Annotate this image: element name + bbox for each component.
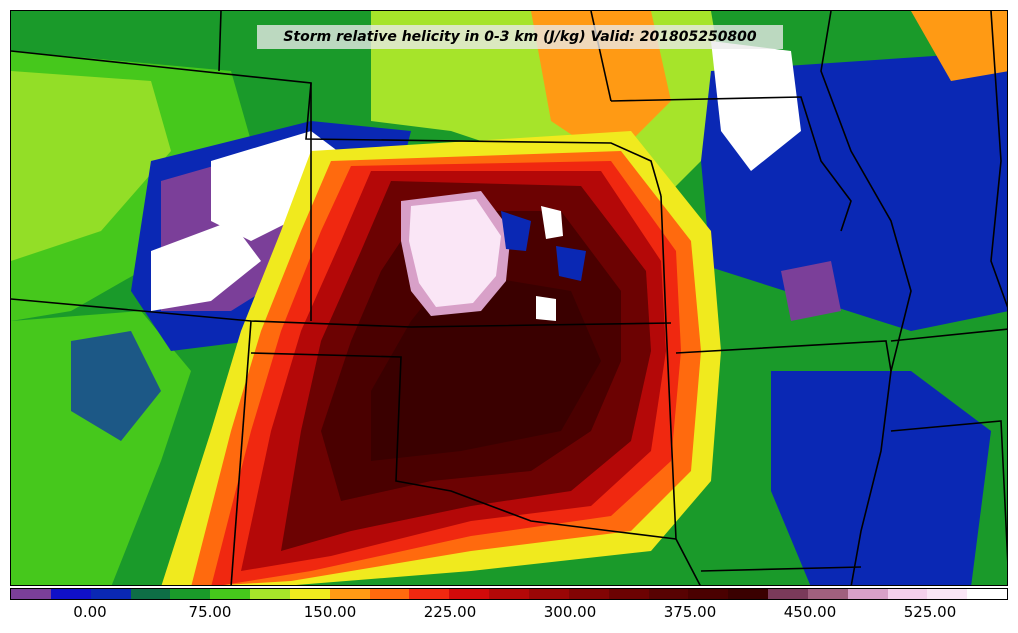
arkansas-louisiana	[700, 566, 862, 572]
colorbar-segment	[250, 589, 290, 599]
colorbar-segment	[489, 589, 529, 599]
white-patch-west-lower	[151, 221, 261, 311]
colorbar-tick-label: 525.00	[903, 603, 957, 621]
ms-al-border	[890, 420, 1007, 563]
colorbar-segment	[887, 589, 928, 599]
small-white-patch-south	[536, 296, 556, 321]
colorbar-segment	[170, 589, 211, 599]
kansas-missouri-border	[660, 195, 701, 585]
mississippi-river	[820, 11, 912, 585]
colorbar-segment	[768, 589, 808, 599]
colorbar-segment	[927, 589, 968, 599]
colorbar	[10, 588, 1008, 600]
west-yellow-green-region	[11, 71, 171, 261]
colorbar-segment	[11, 589, 51, 599]
northeast-white-patch	[711, 41, 801, 171]
colorbar-segment	[967, 589, 1008, 599]
extreme-white-core	[409, 199, 501, 307]
colorbar-tick-label: 75.00	[188, 603, 232, 621]
colorbar-tick-label: 300.00	[543, 603, 597, 621]
missouri-iowa-border	[610, 96, 852, 232]
colorbar-segment	[648, 589, 689, 599]
ar-mo-border	[675, 340, 892, 372]
map-panel: Storm relative helicity in 0-3 km (J/kg)…	[10, 10, 1008, 586]
colorbar-segment	[688, 589, 729, 599]
northeast-orange-strip	[911, 11, 1007, 81]
colorbar-tick-label: 450.00	[783, 603, 837, 621]
colorbar-segment	[528, 589, 569, 599]
colorbar-tick-label: 225.00	[423, 603, 477, 621]
colorbar-segment	[409, 589, 450, 599]
colorbar-segment	[130, 589, 171, 599]
helicity-map	[11, 11, 1007, 585]
southeast-blue-region	[771, 371, 991, 585]
illinois-indiana	[990, 11, 1007, 308]
colorbar-tick-label: 375.00	[663, 603, 717, 621]
colorbar-segment	[90, 589, 131, 599]
nebraska-kansas-north-border	[11, 50, 662, 197]
colorbar-segment	[728, 589, 769, 599]
small-blue-swirl	[501, 211, 531, 251]
southwest-blue-patches	[71, 331, 161, 441]
state-boundaries	[11, 11, 1007, 585]
ks-ok-border	[11, 298, 672, 328]
colorbar-segment	[449, 589, 490, 599]
east-purple-patch	[781, 261, 841, 321]
tennessee-ky	[890, 328, 1007, 342]
colorbar-tick-label: 0.00	[73, 603, 107, 621]
colorbar-segment	[210, 589, 251, 599]
colorbar-segment	[847, 589, 888, 599]
colorbar-segment	[807, 589, 848, 599]
wy-ut-border	[218, 11, 222, 72]
colorbar-segment	[568, 589, 609, 599]
colorbar-segment	[608, 589, 649, 599]
colorbar-segment	[369, 589, 410, 599]
map-title: Storm relative helicity in 0-3 km (J/kg)…	[257, 25, 783, 49]
colorbar-segment	[289, 589, 330, 599]
colorbar-segment	[329, 589, 370, 599]
co-nm-border	[230, 320, 252, 585]
colorbar-segment	[50, 589, 91, 599]
ok-panhandle	[250, 352, 677, 540]
small-white-patch-east	[541, 206, 563, 239]
small-blue-swirl-2	[556, 246, 586, 281]
colorbar-tick-label: 150.00	[303, 603, 357, 621]
